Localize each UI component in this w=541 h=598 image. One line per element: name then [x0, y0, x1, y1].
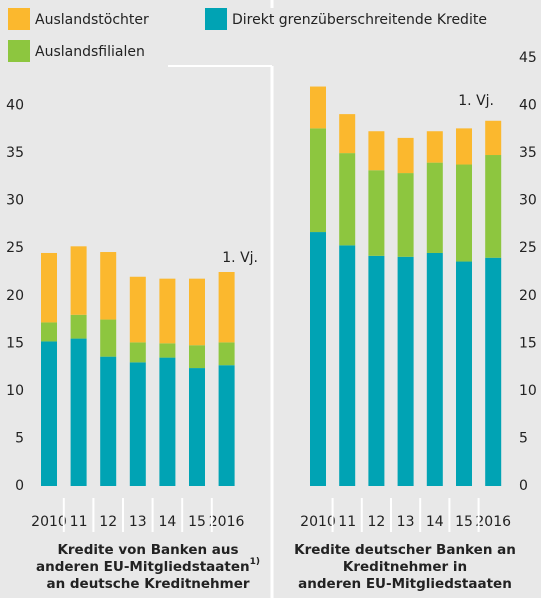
- x-tick-label: 11: [70, 514, 88, 530]
- x-tick-label: 2010: [300, 514, 336, 530]
- bar-segment: [129, 362, 146, 486]
- bar-segment: [189, 278, 205, 346]
- bar-segment: [218, 272, 235, 343]
- y-tick-label: 40: [519, 98, 537, 114]
- y-tick-label: 30: [519, 193, 537, 209]
- bar-segment: [426, 252, 443, 486]
- y-tick-label: 35: [519, 145, 537, 161]
- bar-segment: [189, 368, 205, 486]
- y-tick-label: 40: [6, 98, 24, 114]
- panel-title-line: Kredite deutscher Banken an: [294, 542, 516, 558]
- x-tick-label: 15: [455, 514, 473, 530]
- y-tick-label: 30: [6, 193, 24, 209]
- panel-title: Kreditnehmer in: [343, 559, 467, 575]
- legend-label: Direkt grenzüberschreitende Kredite: [232, 12, 487, 28]
- bar-segment: [456, 164, 472, 262]
- panel-title-line: Kredite von Banken aus: [57, 542, 238, 558]
- x-tick-label: 14: [158, 514, 176, 530]
- x-tick-label: 14: [426, 514, 444, 530]
- x-tick-label: 2010: [31, 514, 67, 530]
- bar-segment: [218, 342, 235, 366]
- bar-segment: [456, 128, 472, 165]
- x-tick-label: 2016: [209, 514, 245, 530]
- y-tick-label: 20: [6, 288, 24, 304]
- x-tick-label: 13: [397, 514, 415, 530]
- bar-segment: [100, 319, 117, 357]
- bar-segment: [159, 357, 176, 486]
- panel-title: Kredite deutscher Banken an: [294, 542, 516, 558]
- bar-segment: [310, 232, 326, 486]
- y-tick-label: 10: [519, 383, 537, 399]
- bar-segment: [485, 155, 502, 258]
- bar-segment: [485, 120, 502, 156]
- footnote-marker: 1): [250, 557, 260, 567]
- y-tick-label: 15: [519, 335, 537, 351]
- y-tick-label: 25: [6, 240, 24, 256]
- bar-segment: [70, 314, 87, 339]
- bar-segment: [70, 246, 87, 315]
- annotation: 1. Vj.: [458, 93, 494, 109]
- bar-segment: [397, 173, 414, 257]
- bar-segment: [218, 365, 235, 486]
- x-tick-label: 11: [338, 514, 356, 530]
- panel-title: Kredite von Banken aus: [57, 542, 238, 558]
- bar-segment: [310, 128, 326, 233]
- bar-segment: [159, 278, 176, 344]
- bar-segment: [159, 343, 176, 358]
- panel-title-line: Kreditnehmer in: [343, 559, 467, 575]
- y-tick-label: 10: [6, 383, 24, 399]
- y-tick-label: 0: [519, 478, 528, 494]
- x-tick-label: 15: [188, 514, 206, 530]
- bar-segment: [41, 252, 57, 323]
- panel-title-line: an deutsche Kreditnehmer: [46, 576, 249, 592]
- bar-segment: [70, 338, 87, 486]
- bar-segment: [129, 276, 146, 343]
- y-tick-label: 5: [519, 430, 528, 446]
- y-tick-label: 5: [15, 430, 24, 446]
- legend-swatch: [205, 8, 227, 30]
- y-tick-label: 35: [6, 145, 24, 161]
- legend-swatch: [8, 40, 30, 62]
- bar-segment: [129, 342, 146, 363]
- x-tick-label: 2016: [475, 514, 511, 530]
- y-tick-label: 25: [519, 240, 537, 256]
- y-tick-label: 0: [15, 478, 24, 494]
- bar-segment: [397, 256, 414, 486]
- bar-segment: [310, 86, 326, 129]
- bar-segment: [368, 170, 385, 256]
- x-tick-label: 13: [129, 514, 147, 530]
- legend-label: Auslandstöchter: [35, 12, 149, 28]
- annotation: 1. Vj.: [222, 250, 258, 266]
- bar-segment: [397, 137, 414, 174]
- bar-segment: [368, 131, 385, 171]
- bar-segment: [485, 257, 502, 486]
- bar-segment: [456, 261, 472, 486]
- bar-segment: [368, 255, 385, 486]
- y-tick-label: 20: [519, 288, 537, 304]
- y-tick-label: 15: [6, 335, 24, 351]
- bar-segment: [339, 114, 356, 154]
- legend-swatch: [8, 8, 30, 30]
- panel-title-line: anderen EU-Mitgliedstaaten: [298, 576, 512, 592]
- bar-segment: [100, 356, 117, 486]
- bar-segment: [189, 345, 205, 369]
- x-tick-label: 12: [99, 514, 117, 530]
- bar-segment: [339, 153, 356, 246]
- panel-title: an deutsche Kreditnehmer: [46, 576, 249, 592]
- bar-segment: [41, 322, 57, 342]
- panel-title-line: anderen EU-Mitgliedstaaten: [36, 559, 250, 575]
- panel-title: anderen EU-Mitgliedstaaten: [298, 576, 512, 592]
- panel-title: anderen EU-Mitgliedstaaten1): [36, 557, 260, 576]
- legend-label: Auslandsfilialen: [35, 44, 145, 60]
- y-tick-label: 45: [519, 50, 537, 66]
- bar-segment: [41, 341, 57, 486]
- bar-segment: [339, 245, 356, 486]
- x-tick-label: 12: [367, 514, 385, 530]
- bar-segment: [426, 162, 443, 253]
- bar-segment: [100, 252, 117, 320]
- bar-segment: [426, 131, 443, 163]
